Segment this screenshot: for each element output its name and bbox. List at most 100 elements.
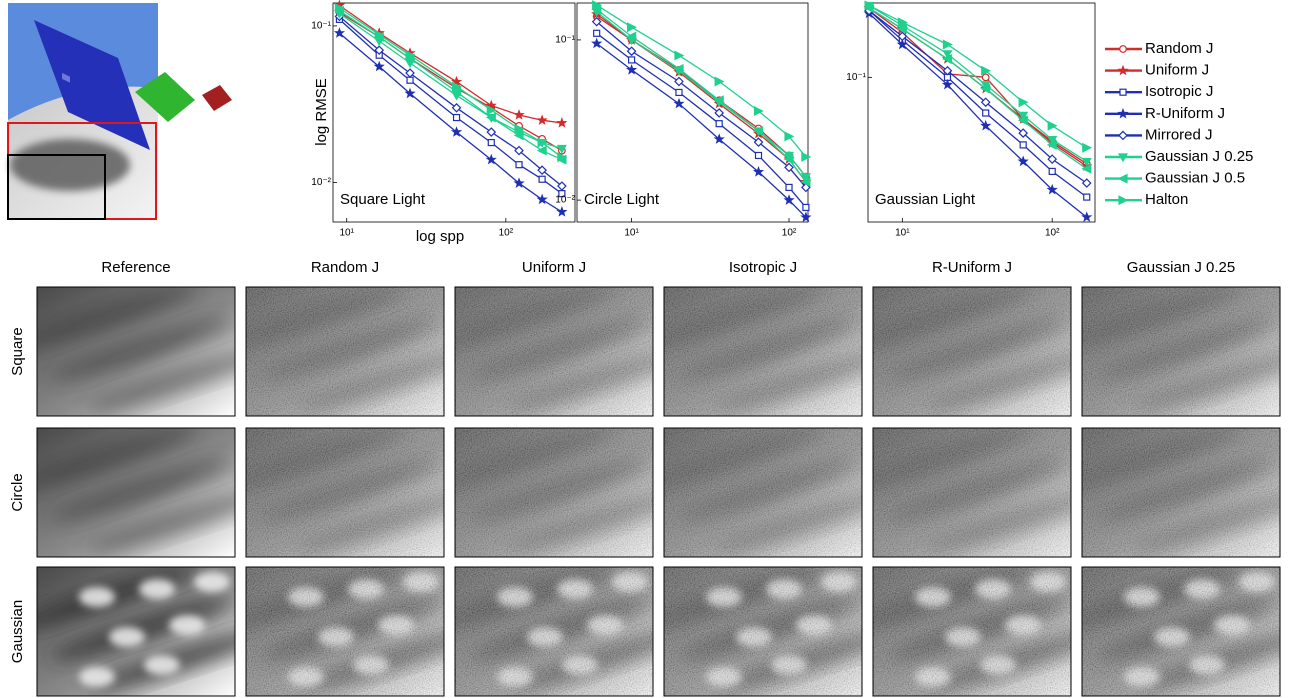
- column-header: Gaussian J 0.25: [1127, 259, 1235, 276]
- marker: [514, 145, 524, 156]
- marker: [1047, 120, 1058, 131]
- render-panel: [455, 428, 653, 557]
- marker: [1046, 183, 1058, 195]
- marker: [980, 119, 992, 131]
- marker: [405, 50, 416, 61]
- legend-label: Gaussian J 0.5: [1145, 170, 1245, 187]
- marker: [626, 31, 637, 42]
- noise: [1082, 567, 1280, 696]
- marker: [784, 162, 794, 173]
- chart-annotation: Circle Light: [584, 191, 660, 208]
- light-blob: [139, 579, 175, 599]
- marker: [514, 123, 525, 134]
- marker: [1018, 97, 1029, 108]
- marker: [450, 126, 463, 137]
- series-line: [338, 18, 563, 195]
- marker: [452, 113, 461, 122]
- legend-marker: [1117, 107, 1129, 119]
- x-tick-label: 10²: [499, 228, 514, 239]
- marker: [783, 194, 795, 205]
- noise: [246, 428, 444, 557]
- marker: [591, 37, 603, 49]
- marker: [1082, 142, 1093, 153]
- marker: [783, 154, 794, 165]
- render-panel: [1082, 428, 1280, 557]
- legend-marker: [1117, 64, 1129, 76]
- column-header: Reference: [101, 259, 170, 276]
- marker: [784, 131, 795, 142]
- marker: [800, 176, 811, 187]
- marker: [485, 153, 497, 165]
- marker: [942, 65, 953, 76]
- x-tick-label: 10¹: [895, 228, 910, 239]
- marker: [864, 0, 875, 11]
- marker: [1081, 178, 1092, 188]
- marker: [373, 60, 385, 72]
- noise: [873, 567, 1071, 696]
- legend-marker: [1117, 173, 1128, 184]
- shadow-band: [51, 317, 233, 381]
- render-panel: [455, 567, 653, 696]
- marker: [675, 88, 683, 97]
- marker: [942, 54, 953, 64]
- shadow-band: [86, 349, 235, 413]
- marker: [1081, 163, 1092, 174]
- x-tick-label: 10¹: [339, 228, 354, 239]
- marker: [556, 206, 568, 217]
- marker: [625, 64, 638, 75]
- marker: [591, 16, 602, 27]
- marker: [981, 65, 992, 76]
- render-panel: [37, 567, 235, 696]
- marker: [537, 137, 548, 148]
- marker: [406, 76, 414, 84]
- legend-label: Halton: [1145, 191, 1188, 208]
- panel-frame: [454, 427, 654, 558]
- marker: [753, 106, 764, 116]
- noise: [455, 567, 653, 696]
- marker: [487, 138, 495, 147]
- marker: [556, 144, 567, 154]
- panel-frame: [36, 427, 236, 558]
- marker: [486, 105, 497, 116]
- noise: [873, 287, 1071, 416]
- marker: [333, 27, 346, 38]
- light-blob: [79, 587, 115, 607]
- marker: [1081, 211, 1093, 222]
- x-tick-label: 10²: [1045, 228, 1060, 239]
- shadow-band: [51, 458, 233, 522]
- marker: [673, 63, 684, 74]
- render-panel: [1082, 567, 1280, 696]
- marker: [800, 211, 812, 223]
- marker: [486, 127, 497, 137]
- marker: [942, 50, 953, 60]
- scene-image: [7, 3, 232, 220]
- panel-frame: [36, 566, 236, 697]
- noise: [873, 428, 1071, 557]
- marker: [713, 133, 725, 144]
- marker: [942, 39, 953, 50]
- y-axis-label: log RMSE: [313, 78, 330, 146]
- render-panel: [664, 287, 862, 416]
- legend-label: R-Uniform J: [1145, 105, 1225, 122]
- panel-frame: [663, 286, 863, 417]
- noise: [1082, 428, 1280, 557]
- marker: [896, 23, 907, 34]
- chart-annotation: Square Light: [340, 191, 426, 208]
- marker: [513, 109, 525, 120]
- panel-frame: [454, 286, 654, 417]
- legend-label: Mirrored J: [1145, 126, 1213, 143]
- marker: [557, 181, 567, 191]
- marker: [537, 165, 547, 175]
- marker: [451, 75, 463, 87]
- marker: [1081, 157, 1092, 167]
- legend-label: Isotropic J: [1145, 83, 1213, 100]
- column-header: Isotropic J: [729, 259, 797, 276]
- y-tick-label: 10⁻¹: [311, 21, 331, 32]
- y-tick-label: 10⁻¹: [555, 35, 575, 46]
- marker: [802, 203, 810, 212]
- column-header: Random J: [311, 259, 379, 276]
- plot-frame: [332, 2, 576, 223]
- marker: [785, 183, 793, 192]
- marker: [557, 152, 568, 163]
